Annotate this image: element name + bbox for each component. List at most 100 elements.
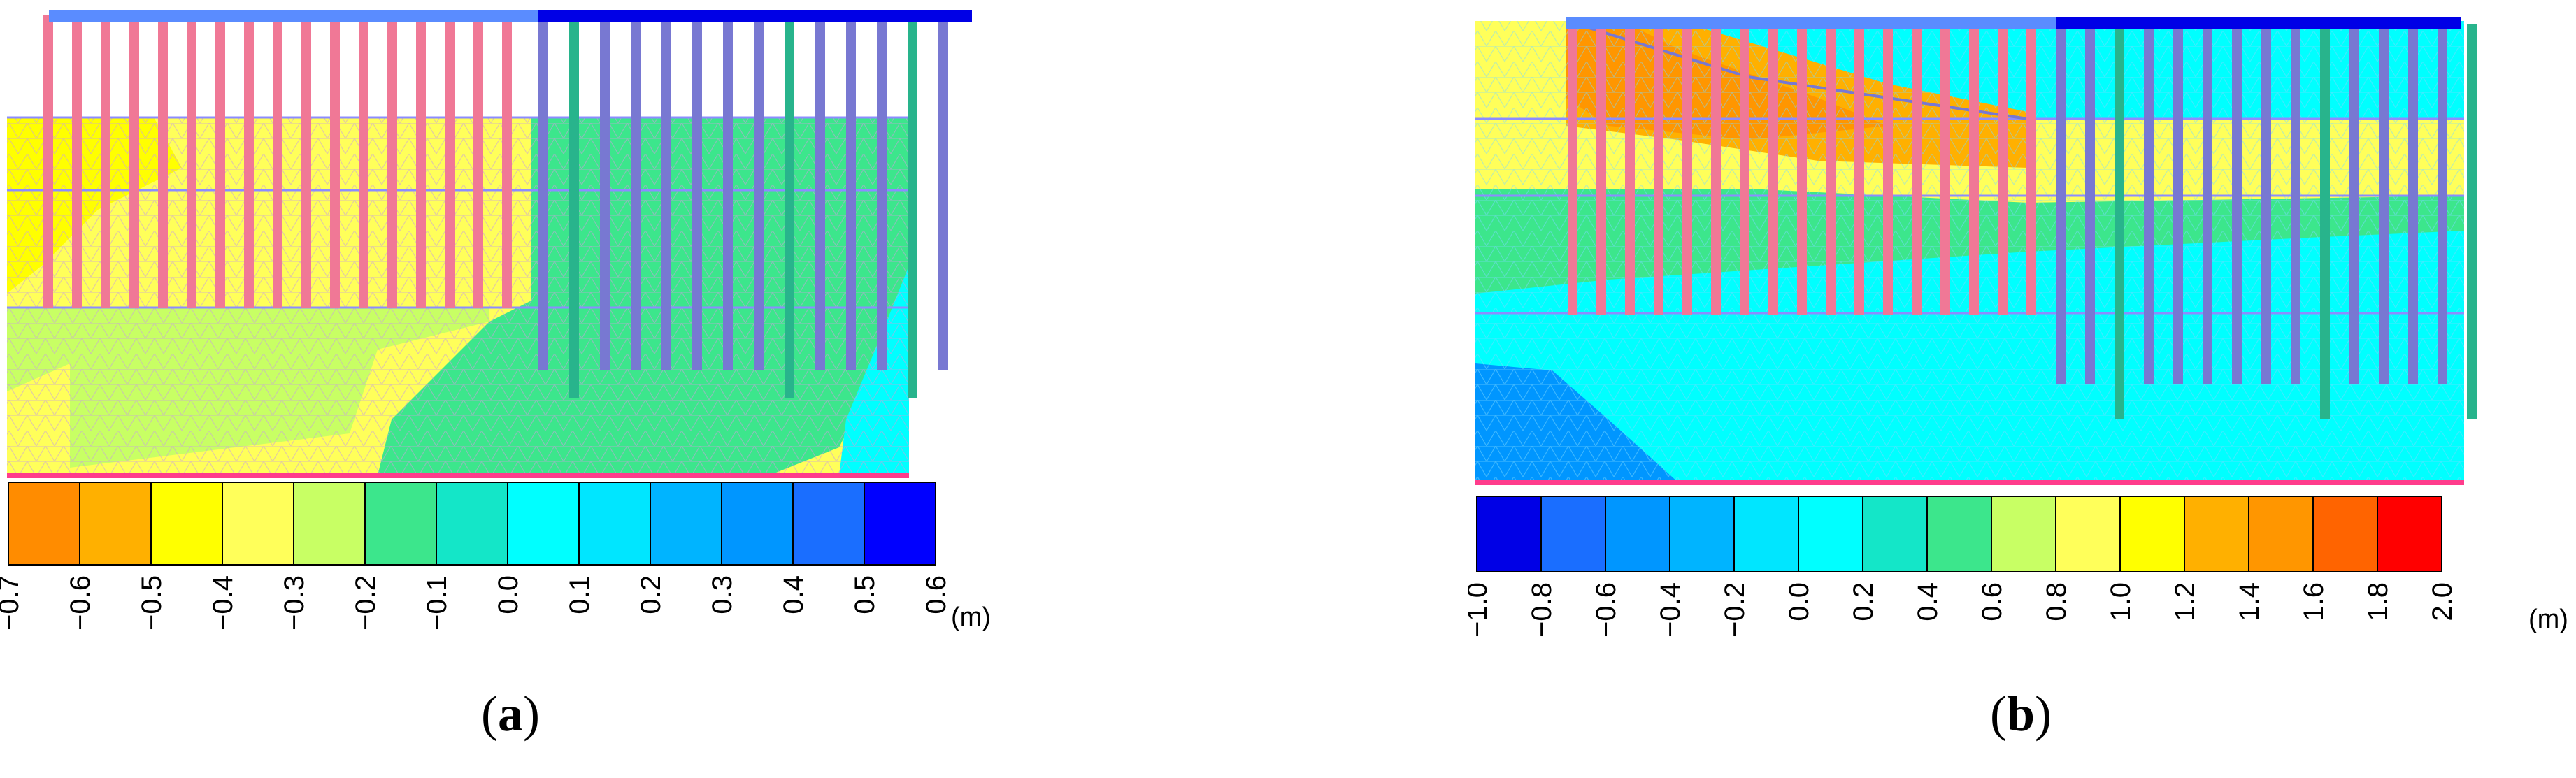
legend-swatch [2119,496,2185,572]
pile-cap-left [1566,17,2056,29]
finite-element-mesh [7,117,909,475]
pile [723,15,733,370]
pile [2320,24,2330,419]
legend-swatch [650,482,722,566]
legend-tick-label: 0.0 [493,575,524,614]
legend-tick-label: 1.8 [2363,582,2393,621]
legend-swatch [578,482,651,566]
legend-tick-label: 1.0 [2105,582,2136,621]
pile [538,15,548,370]
pile [2261,24,2271,384]
legend-swatch [864,482,936,566]
pile [1654,24,1663,315]
pile [2085,24,2095,384]
legend-tick-label: 0.3 [707,575,738,614]
unit-label: (m) [2528,605,2568,634]
soil-domain [7,116,909,478]
pile [1998,24,2008,315]
pile [387,15,397,308]
color-legend: −0.7 −0.6 −0.5 −0.4 −0.3 −0.2 −0.1 0.0 0.1 0.2 0.3… [0,482,952,631]
legend-swatch [1669,496,1735,572]
legend-swatch [364,482,437,566]
legend-tick-label: −0.2 [1719,582,1750,637]
pile [1625,24,1635,315]
caption-letter: a [498,686,523,742]
legend-tick-label: 1.4 [2234,582,2265,621]
legend-swatch [2248,496,2314,572]
caption-close: ) [2035,686,2052,742]
pile [416,15,426,308]
legend-tick-label: 1.2 [2170,582,2201,621]
pile [1940,24,1950,315]
pile [2467,24,2477,419]
legend-swatch [79,482,152,566]
pile [2232,24,2242,384]
base-boundary [7,473,909,478]
pile [2056,24,2066,384]
pile [2291,24,2300,384]
pile [215,15,225,308]
pile [815,15,825,370]
pile [600,15,610,370]
legend-tick-label: 0.4 [1912,582,1943,621]
pile [1854,24,1864,315]
caption-open: ( [481,686,498,742]
pile [301,15,311,308]
pile [72,15,82,308]
legend-tick-label: 0.2 [1848,582,1879,621]
legend-tick-label: 0.4 [778,575,809,614]
pile [2438,24,2447,384]
pile [631,15,641,370]
pile [187,15,196,308]
pile [2144,24,2154,384]
legend-tick-label: 0.6 [1977,582,2008,621]
pile [1797,24,1807,315]
pile [1740,24,1749,315]
panel-caption: (a) [406,685,615,743]
legend-swatch [1476,496,1542,572]
legend-swatch [2055,496,2121,572]
pile [1883,24,1893,315]
pile [1568,24,1577,315]
legend-tick-label: −0.6 [65,575,96,631]
panel-b-figure: −1.0 −0.8 −0.6 −0.4 −0.2 0.0 0.2 0.4 0.6 0.8 1.0 1.… [1468,17,2568,637]
legend-swatch [150,482,223,566]
caption-letter: b [2006,686,2035,742]
pile [502,15,512,308]
pile [754,15,764,370]
pile [661,15,671,370]
pile [359,15,368,308]
legend-tick-label: −0.7 [0,575,24,631]
pile [1768,24,1778,315]
pile-group [43,15,948,398]
pile [2379,24,2389,384]
pile [877,15,887,370]
base-boundary [1475,480,2464,485]
legend-swatch [293,482,366,566]
pile [2115,24,2124,419]
legend-swatch [1798,496,1863,572]
pile [1912,24,1922,315]
pile [101,15,110,308]
legend-swatch [2312,496,2378,572]
legend-tick-label: 0.1 [564,575,595,614]
legend-tick-label: 0.0 [1784,582,1815,621]
pile [908,15,917,398]
pile [158,15,168,308]
pile [244,15,254,308]
pile [1682,24,1692,315]
pile [2408,24,2418,384]
pile [273,15,282,308]
pile [569,15,579,398]
pile [692,15,702,370]
legend-tick-label: −0.5 [136,575,167,631]
pile [846,15,856,370]
pile [43,15,53,308]
legend-swatch [792,482,865,566]
legend-swatch [1540,496,1606,572]
pile [1826,24,1836,315]
panel-b-displacement-contour: −1.0 −0.8 −0.6 −0.4 −0.2 0.0 0.2 0.4 0.6 0.8 1.0 1.… [1468,0,2576,778]
pile [330,15,340,308]
pile-cap-right [2056,17,2461,29]
legend-tick-label: −1.0 [1468,582,1493,637]
